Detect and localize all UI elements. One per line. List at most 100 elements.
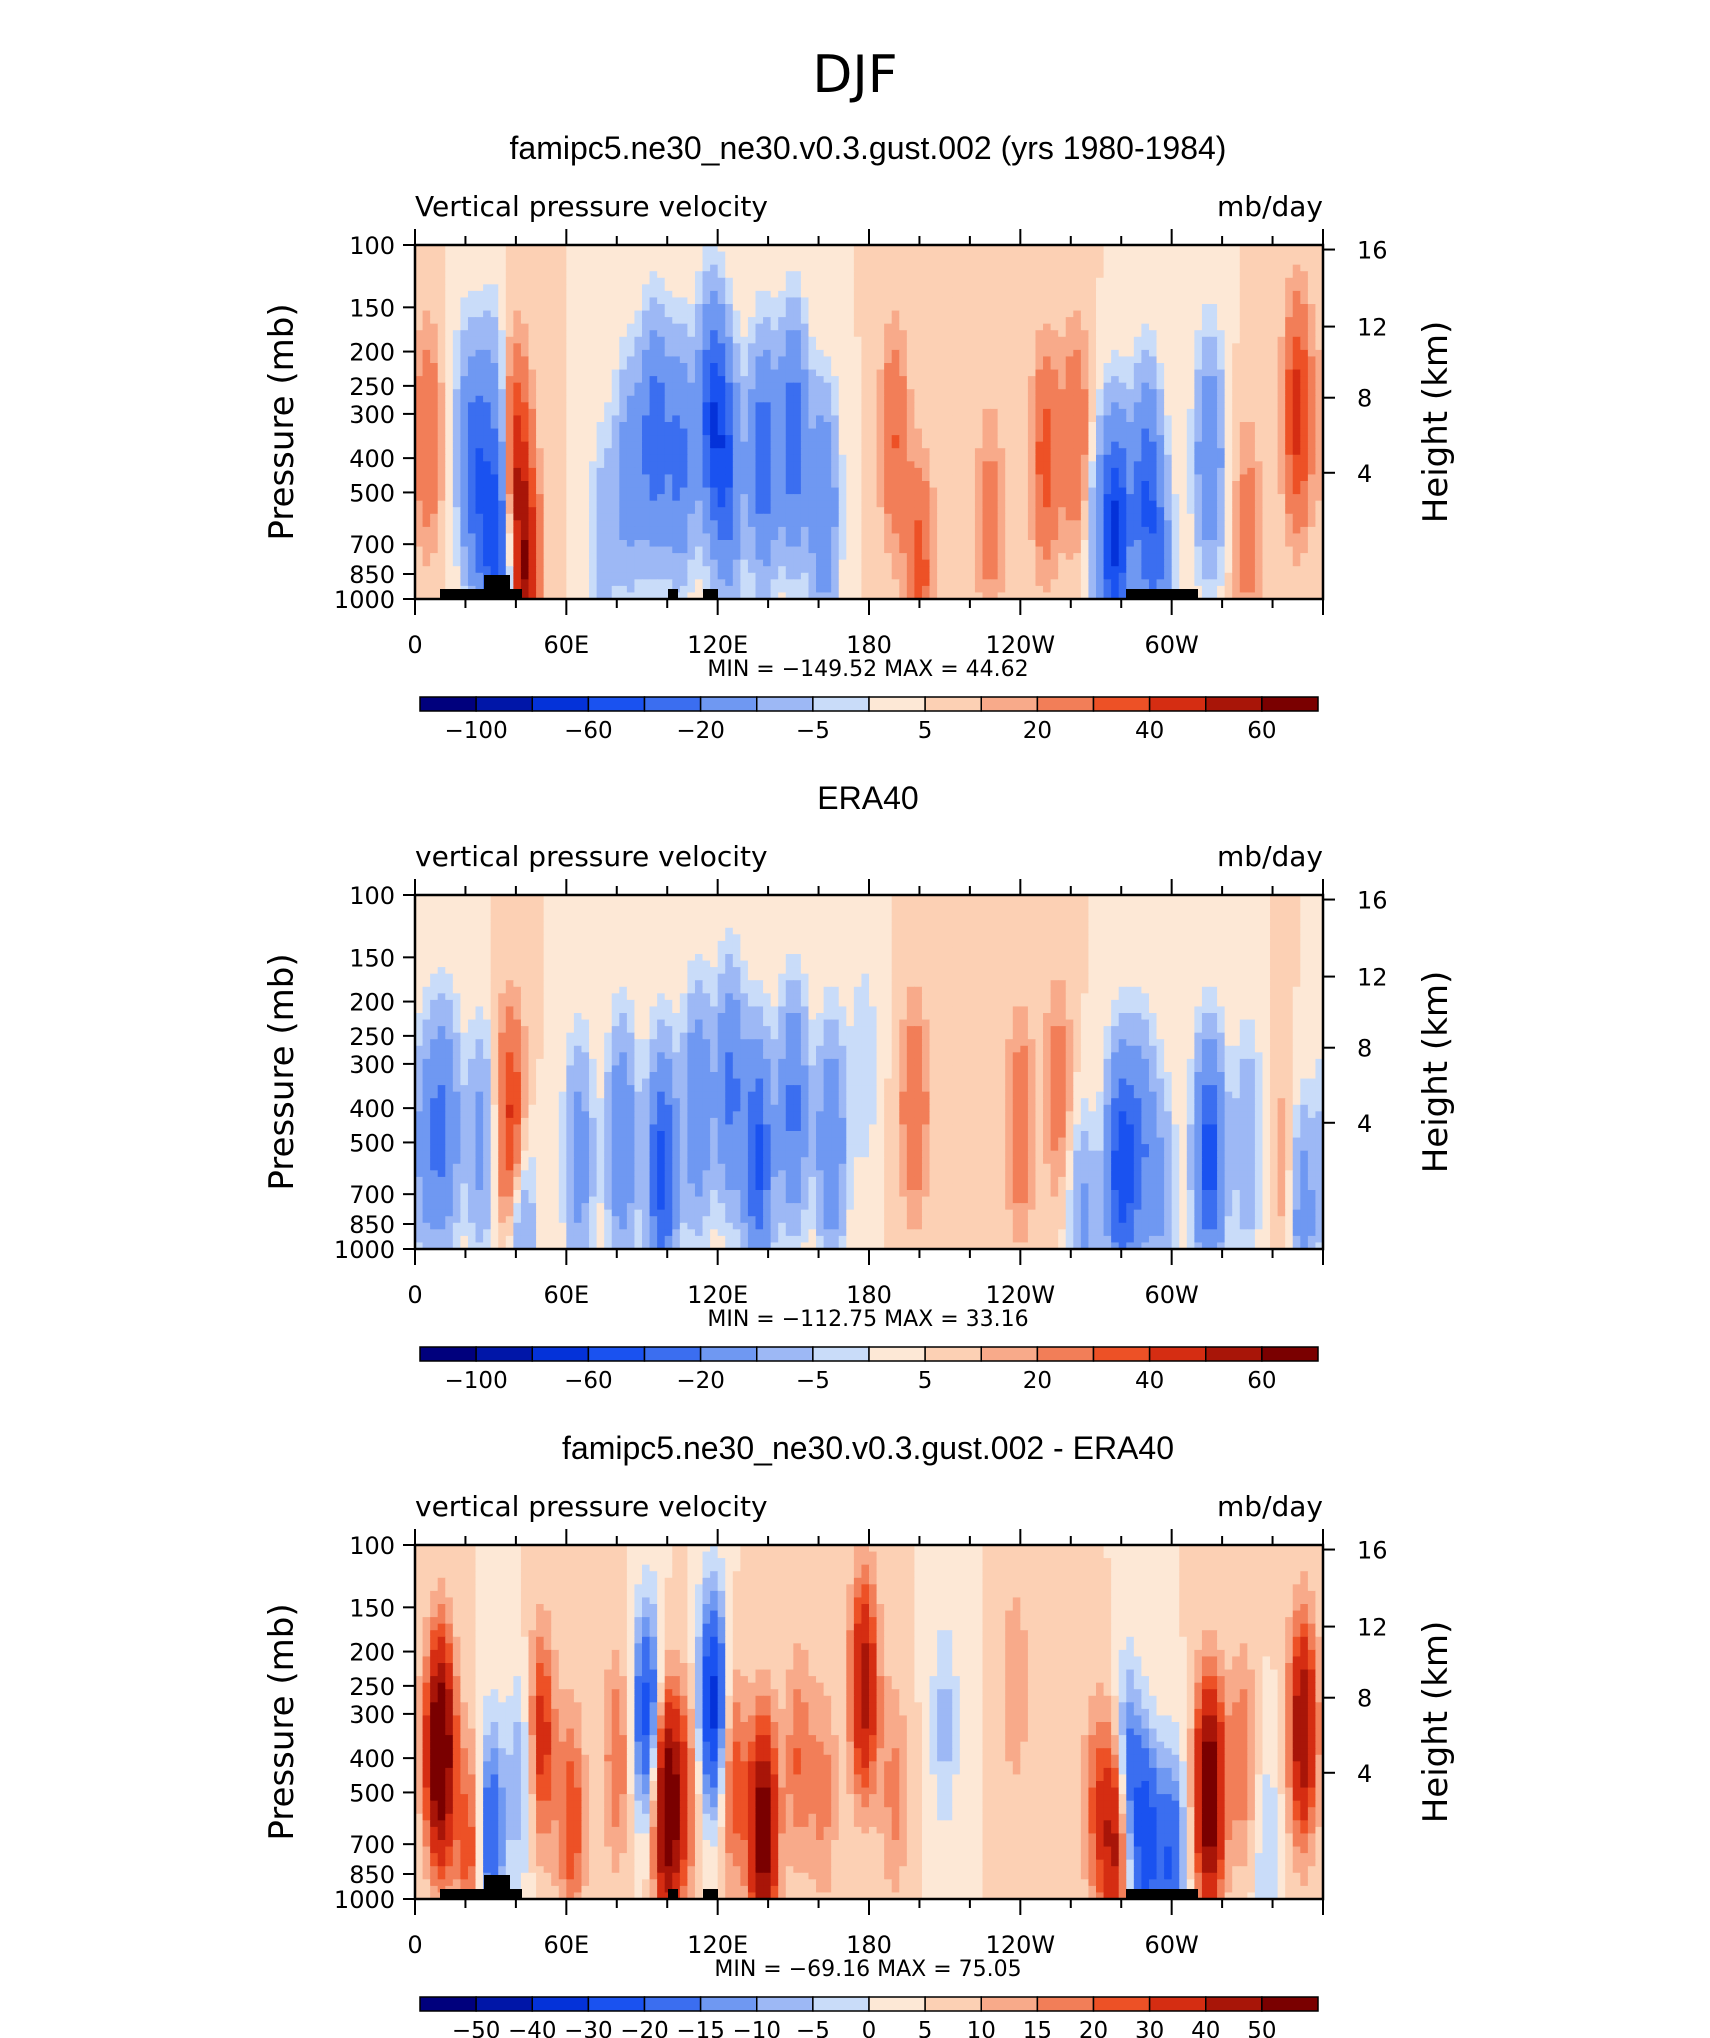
contour-cell [816, 310, 825, 318]
contour-cell [1012, 474, 1021, 482]
contour-cell [1292, 264, 1301, 272]
contour-cell [732, 264, 741, 272]
contour-cell [430, 304, 439, 312]
contour-cell [1133, 435, 1142, 443]
contour-cell [793, 461, 802, 469]
contour-cell [702, 369, 711, 377]
contour-cell [740, 277, 749, 285]
contour-cell [1027, 448, 1037, 456]
contour-cell [1217, 461, 1226, 469]
contour-cell [528, 481, 537, 489]
contour-cell [846, 500, 855, 508]
contour-cell [1005, 428, 1014, 436]
contour-cell [657, 277, 666, 285]
contour-cell [536, 264, 545, 272]
contour-cell [679, 284, 688, 292]
contour-cell [899, 382, 908, 390]
contour-cell [1148, 454, 1158, 462]
contour-cell [861, 376, 870, 384]
contour-cell [1148, 251, 1158, 259]
contour-cell [906, 428, 915, 436]
contour-cell [1232, 500, 1241, 508]
contour-cell [876, 389, 885, 397]
contour-cell [710, 323, 719, 331]
contour-cell [1292, 336, 1301, 344]
contour-cell [619, 441, 628, 449]
contour-cell [732, 349, 741, 358]
contour-cell [642, 494, 651, 502]
contour-cell [1239, 376, 1248, 384]
contour-cell [596, 481, 605, 489]
contour-cell [1012, 290, 1021, 299]
contour-cell [831, 395, 840, 403]
contour-cell [626, 415, 636, 423]
contour-cell [467, 245, 477, 253]
contour-cell [974, 408, 984, 417]
contour-cell [694, 245, 704, 253]
contour-cell [642, 297, 651, 305]
contour-cell [498, 277, 507, 285]
contour-cell [483, 258, 492, 266]
contour-cell [536, 304, 545, 312]
contour-cell [1164, 402, 1173, 410]
contour-cell [1073, 461, 1082, 469]
contour-cell [899, 323, 908, 331]
contour-cell [1133, 304, 1142, 312]
contour-cell [566, 363, 575, 371]
contour-cell [1307, 264, 1317, 272]
contour-cell [853, 290, 863, 299]
contour-cell [596, 448, 605, 456]
contour-cell [1118, 264, 1127, 272]
contour-cell [876, 500, 885, 508]
contour-cell [566, 382, 575, 390]
contour-cell [437, 395, 446, 403]
contour-cell [642, 369, 651, 377]
contour-cell [906, 382, 915, 390]
contour-cell [710, 310, 719, 318]
contour-cell [1300, 428, 1309, 436]
contour-cell [1133, 258, 1142, 266]
contour-cell [831, 304, 840, 312]
contour-cell [763, 448, 772, 456]
contour-cell [619, 461, 628, 469]
contour-cell [838, 363, 847, 371]
contour-cell [732, 494, 741, 502]
contour-cell [876, 330, 885, 338]
contour-cell [770, 284, 779, 292]
contour-cell [573, 258, 583, 266]
contour-cell [543, 317, 552, 325]
contour-cell [1224, 258, 1233, 266]
contour-cell [808, 258, 817, 266]
contour-cell [1239, 487, 1248, 495]
contour-cell [467, 441, 477, 449]
contour-cell [1209, 264, 1218, 272]
contour-cell [702, 363, 711, 371]
contour-cell [1194, 304, 1203, 312]
contour-cell [452, 251, 461, 259]
contour-cell [1080, 323, 1090, 331]
contour-cell [1277, 408, 1286, 417]
contour-cell [770, 415, 779, 423]
contour-cell [664, 317, 673, 325]
contour-cell [1148, 258, 1158, 266]
contour-cell [1262, 435, 1271, 443]
contour-cell [763, 435, 772, 443]
contour-cell [498, 290, 507, 299]
contour-cell [1058, 336, 1067, 344]
contour-cell [1164, 507, 1173, 515]
contour-cell [793, 389, 802, 397]
contour-cell [513, 481, 522, 489]
contour-cell [1186, 323, 1195, 331]
contour-cell [1186, 435, 1195, 443]
contour-cell [573, 271, 583, 279]
contour-cell [997, 336, 1006, 344]
contour-cell [1270, 264, 1279, 272]
contour-cell [1300, 349, 1309, 358]
contour-cell [1133, 290, 1142, 299]
contour-cell [816, 513, 825, 521]
contour-cell [694, 258, 704, 266]
contour-cell [1224, 461, 1233, 469]
contour-cell [1270, 487, 1279, 495]
contour-cell [543, 343, 552, 351]
contour-cell [816, 441, 825, 449]
